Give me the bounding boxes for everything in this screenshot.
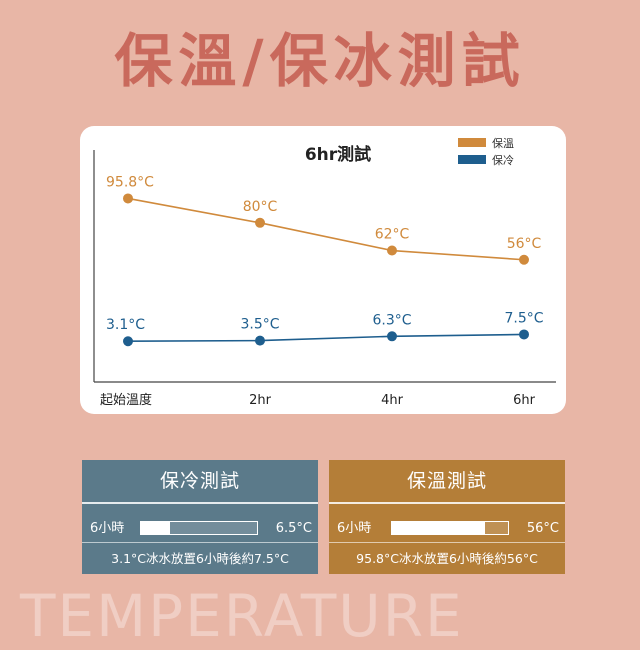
data-point-1-1 [255,335,265,346]
warm-row-value: 56°C [526,521,559,536]
cold-progress-bar [140,521,258,535]
warm-row-label: 6小時 [337,521,372,536]
cold-progress-fill [141,522,170,534]
legend-label-1: 保冷 [492,153,514,167]
legend-label-0: 保溫 [492,136,514,150]
cold-panel-note: 3.1°C冰水放置6小時後約7.5°C [82,542,318,575]
data-label-1-0: 3.1°C [106,317,145,333]
x-tick-label-0: 起始溫度 [100,392,152,408]
data-label-1-1: 3.5°C [240,317,279,333]
data-point-1-2 [387,331,397,342]
data-point-0-1 [255,217,265,228]
x-tick-label-2: 4hr [381,393,404,408]
chart-card: 6hr測試 保溫保冷 95.8°C 80°C 62°C 56°C 3.1°C 3.5°C 6.3… [80,126,566,414]
chart-title: 6hr測試 [305,144,371,165]
series-line-1 [127,333,525,343]
series-line-0 [127,197,525,261]
data-label-0-2: 62°C [375,227,410,243]
data-point-0-0 [123,193,133,204]
warm-progress-bar [391,521,509,535]
data-label-1-3: 7.5°C [504,310,543,326]
data-point-1-0 [123,336,133,347]
warm-panel-note: 95.8°C冰水放置6小時後約56°C [329,542,565,575]
x-tick-label-1: 2hr [249,393,272,408]
data-label-0-0: 95.8°C [106,174,154,190]
cold-panel-title: 保冷測試 [82,460,318,504]
warm-panel-row: 6小時 56°C [329,512,565,546]
x-tick-label-3: 6hr [513,393,536,408]
data-point-0-2 [387,245,397,256]
warm-test-panel: 保溫測試 6小時 56°C 95.8°C冰水放置6小時後約56°C [329,460,565,574]
cold-test-panel: 保冷測試 6小時 6.5°C 3.1°C冰水放置6小時後約7.5°C [82,460,318,574]
page-title: 保溫/保冰測試 [114,27,526,95]
cold-panel-row: 6小時 6.5°C [82,512,318,546]
warm-progress-fill [392,522,485,534]
data-point-0-3 [519,254,529,265]
watermark-text: TEMPERATURE [20,582,464,650]
data-label-1-2: 6.3°C [372,312,411,328]
legend-swatch-1 [458,155,486,164]
data-label-0-1: 80°C [243,199,278,215]
cold-row-value: 6.5°C [275,521,312,536]
data-point-1-3 [519,329,529,340]
warm-panel-title: 保溫測試 [329,460,565,504]
data-label-0-3: 56°C [507,236,542,252]
cold-row-label: 6小時 [90,521,125,536]
legend-swatch-0 [458,138,486,147]
